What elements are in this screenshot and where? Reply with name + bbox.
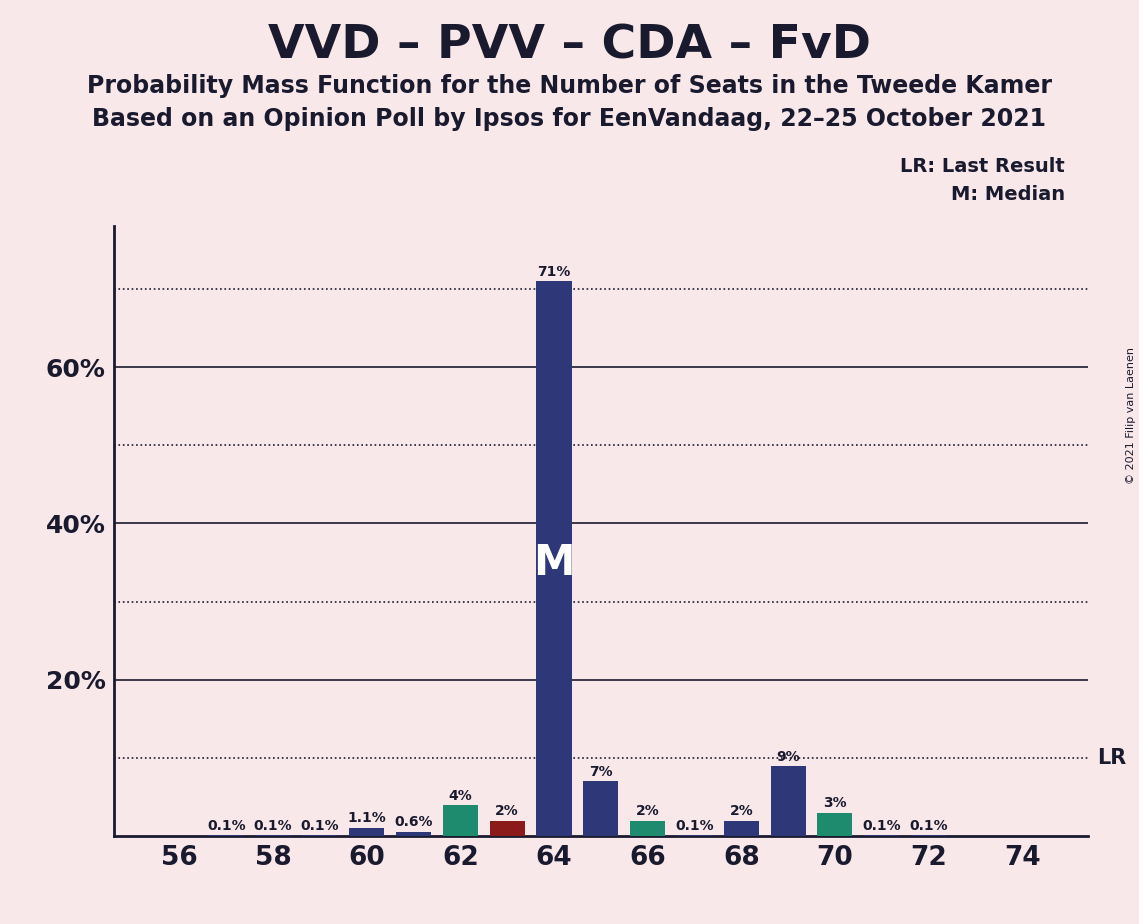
Text: 71%: 71% <box>538 265 571 279</box>
Text: 0.1%: 0.1% <box>207 819 246 833</box>
Text: 2%: 2% <box>495 804 519 819</box>
Text: 9%: 9% <box>777 749 800 763</box>
Bar <box>630 821 665 836</box>
Text: © 2021 Filip van Laenen: © 2021 Filip van Laenen <box>1126 347 1136 484</box>
Text: 0.1%: 0.1% <box>909 819 948 833</box>
Text: 7%: 7% <box>589 765 613 779</box>
Text: VVD – PVV – CDA – FvD: VVD – PVV – CDA – FvD <box>268 23 871 68</box>
Text: 1.1%: 1.1% <box>347 811 386 825</box>
Text: 2%: 2% <box>729 804 753 819</box>
Bar <box>723 821 759 836</box>
Text: 4%: 4% <box>449 788 473 803</box>
Bar <box>583 782 618 836</box>
Bar <box>771 766 805 836</box>
Bar <box>536 281 572 836</box>
Text: 0.1%: 0.1% <box>862 819 901 833</box>
Text: Based on an Opinion Poll by Ipsos for EenVandaag, 22–25 October 2021: Based on an Opinion Poll by Ipsos for Ee… <box>92 107 1047 131</box>
Bar <box>396 832 431 836</box>
Text: 0.6%: 0.6% <box>394 815 433 829</box>
Text: 2%: 2% <box>636 804 659 819</box>
Bar <box>443 805 478 836</box>
Bar <box>818 813 852 836</box>
Text: 0.1%: 0.1% <box>675 819 714 833</box>
Text: 3%: 3% <box>823 796 846 810</box>
Bar <box>490 821 525 836</box>
Text: Probability Mass Function for the Number of Seats in the Tweede Kamer: Probability Mass Function for the Number… <box>87 74 1052 98</box>
Bar <box>350 828 384 836</box>
Text: LR: Last Result: LR: Last Result <box>900 157 1065 176</box>
Text: M: M <box>533 541 575 584</box>
Text: M: Median: M: Median <box>951 185 1065 204</box>
Text: LR: LR <box>1097 748 1126 768</box>
Text: 0.1%: 0.1% <box>254 819 293 833</box>
Text: 0.1%: 0.1% <box>301 819 339 833</box>
